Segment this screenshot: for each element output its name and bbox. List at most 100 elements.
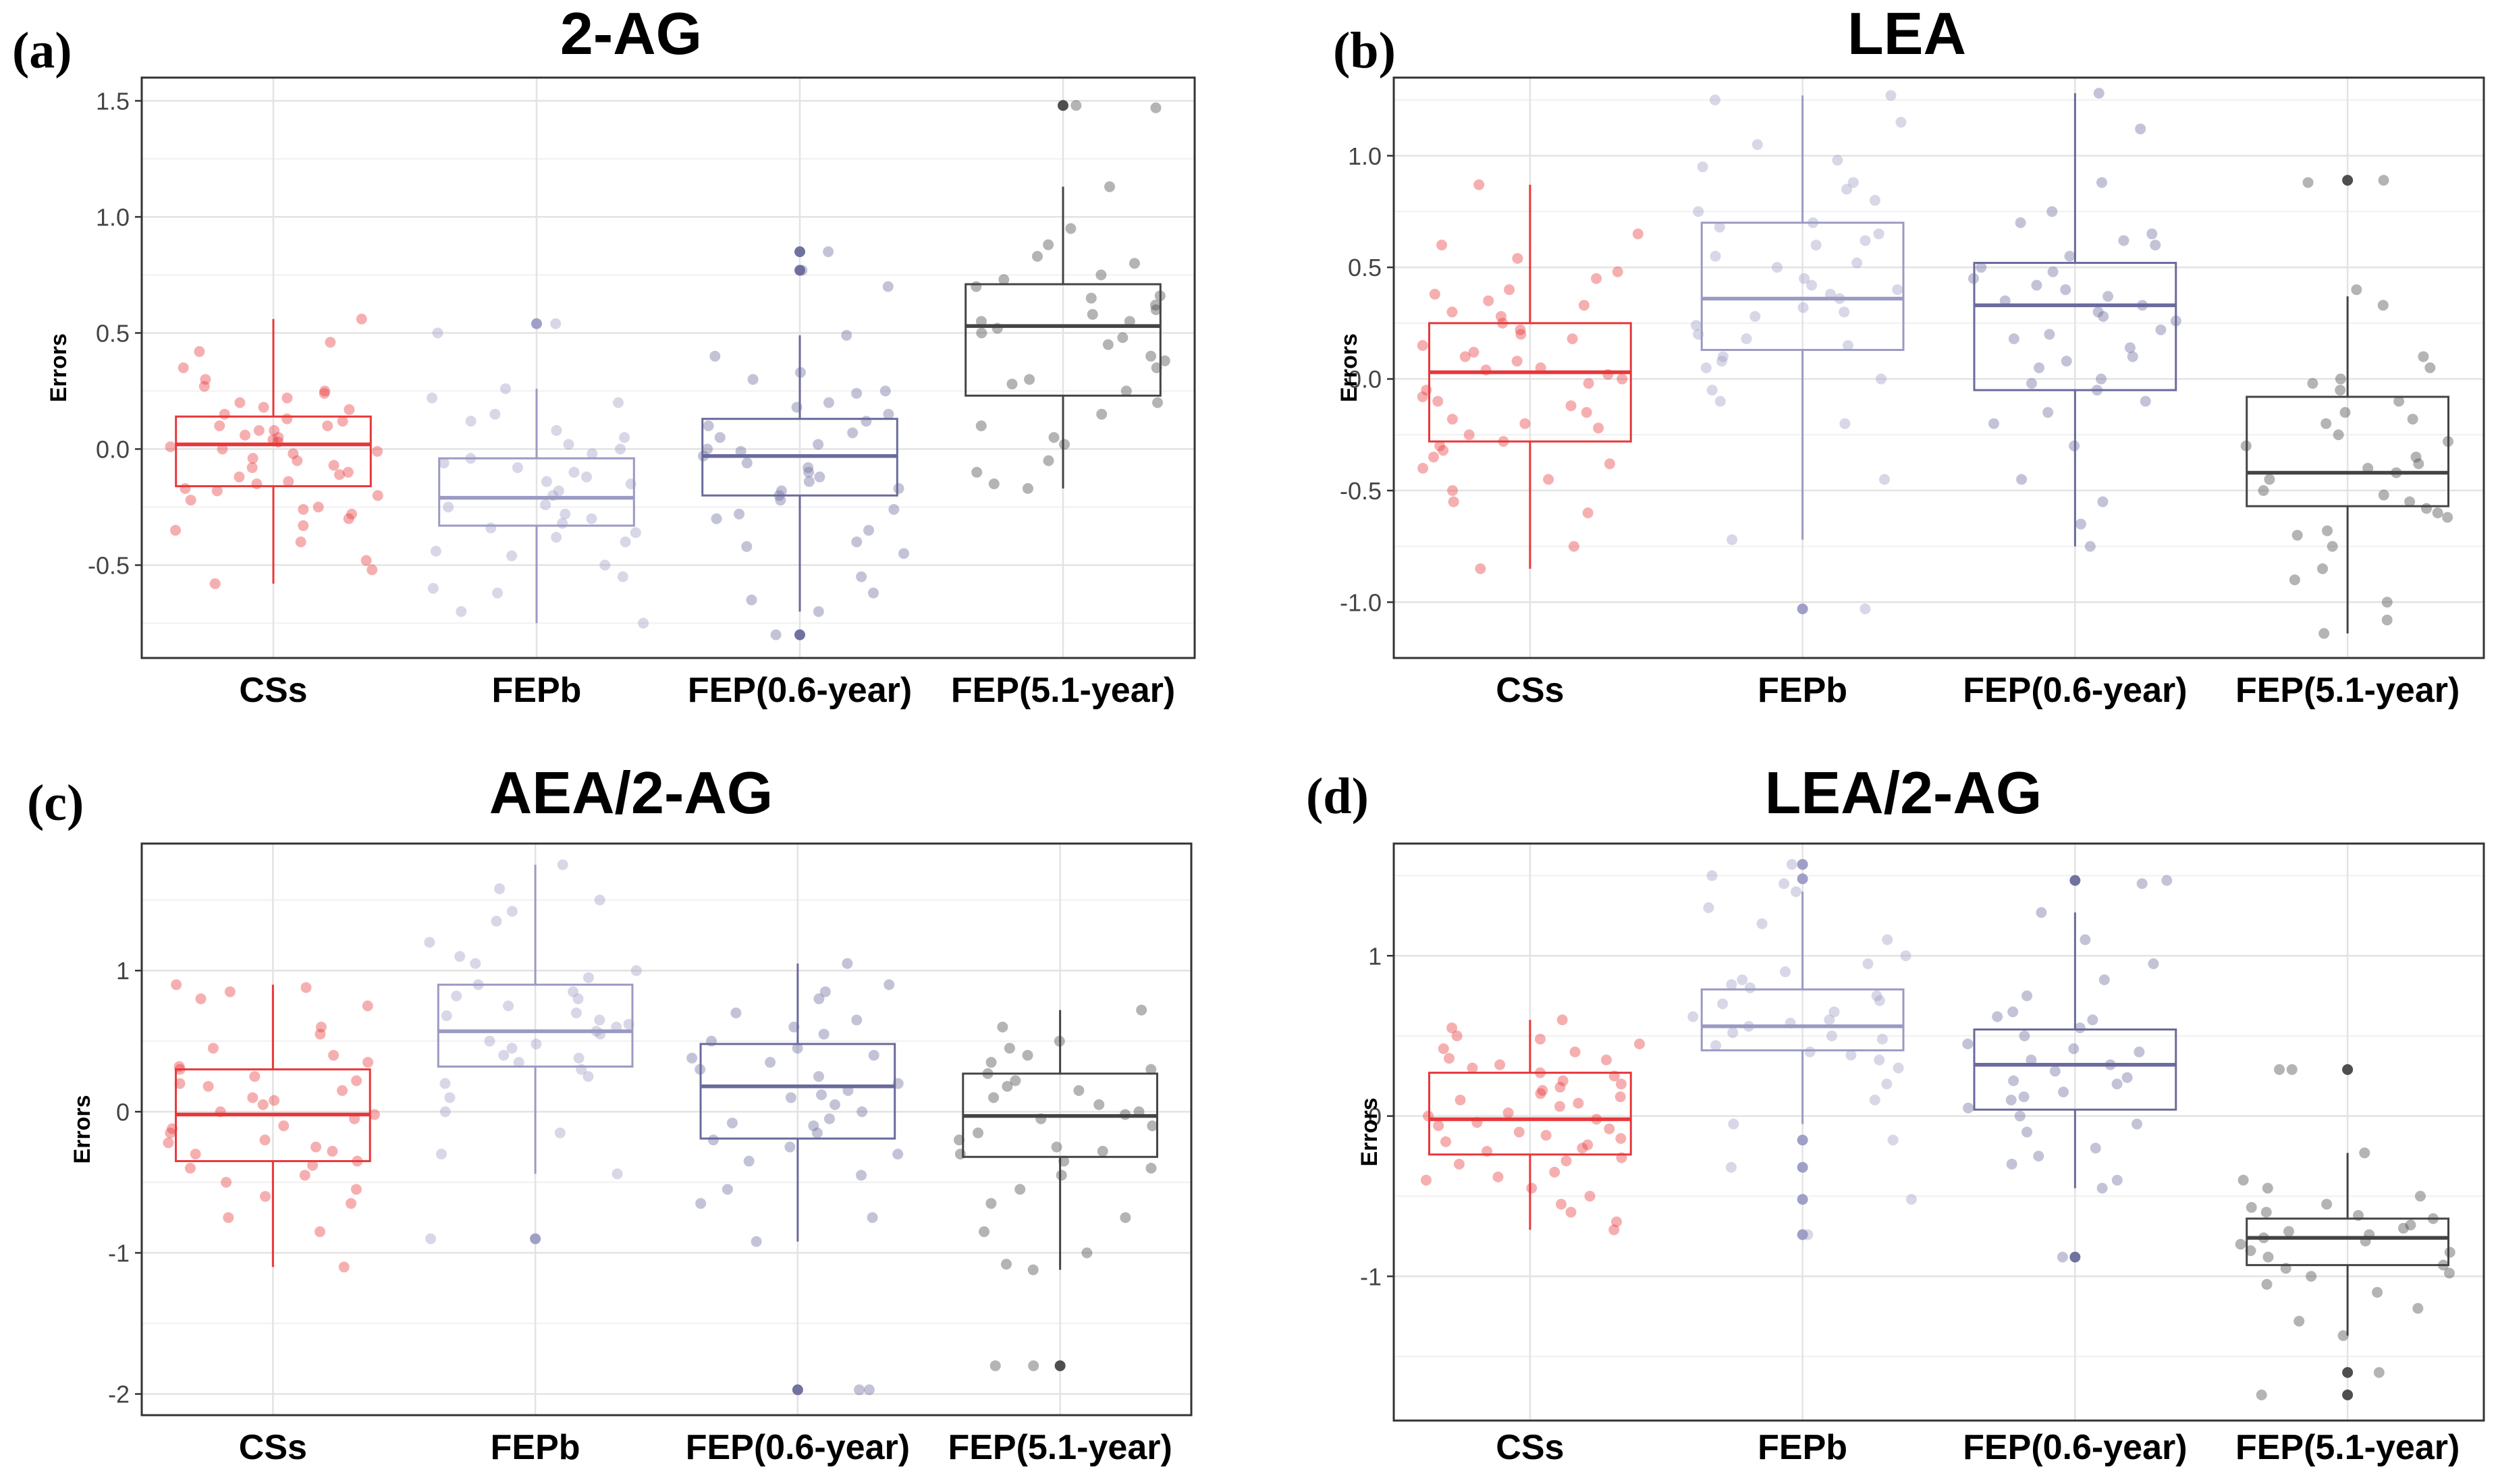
panel-b: -1.0 -0.5 0.0 0.5 1.0 CSs FEPb FEP(0.6-year) FEP… [1333,0,2485,710]
data-point [2262,1251,2274,1263]
data-point [714,432,726,443]
data-point [2090,1143,2101,1154]
data-point [1031,250,1043,262]
data-point [2245,1245,2256,1257]
data-point [1438,1043,1449,1054]
data-point [198,381,210,392]
category-label: FEP(0.6-year) [688,671,912,710]
data-point [2127,351,2138,362]
data-point [1081,1247,1093,1259]
data-point [1874,1054,1885,1066]
data-point [2405,1219,2416,1231]
data-point [617,571,628,582]
data-point [299,1170,310,1181]
data-point [541,476,552,487]
data-point [491,916,502,927]
data-point [1632,228,1644,240]
data-point [295,537,306,547]
data-point [1687,1011,1699,1022]
data-point [1876,373,1887,385]
data-point [209,578,221,589]
data-point [1714,395,1726,407]
y-axis-title: Errors [70,1095,95,1163]
data-point [1000,1259,1012,1270]
data-point [2442,512,2453,523]
plot-background [1394,78,2484,658]
data-point [217,443,228,455]
y-tick-label: 1.0 [1348,142,1382,170]
data-point [985,1057,997,1068]
data-point [1149,300,1161,311]
data-point [342,466,354,478]
data-point [1006,379,1018,390]
y-tick-label: -1 [108,1239,130,1267]
data-point [1429,288,1440,300]
data-point [1569,1046,1581,1057]
data-point [1568,541,1579,552]
data-point [2237,1174,2249,1186]
data-point [259,1134,271,1146]
data-point [1616,1152,1627,1163]
data-point [2391,467,2402,478]
data-point [2135,123,2146,135]
data-point [747,374,759,385]
data-point [2372,1287,2383,1298]
data-point [1824,288,1836,300]
iqr-box [2246,395,2450,507]
data-point [1976,262,1987,273]
data-point [819,986,831,997]
data-point [258,402,269,413]
outlier-point [2342,1367,2354,1378]
data-point [988,1092,1000,1103]
data-point [1786,858,1797,870]
outlier-point [2342,175,2354,186]
data-point [1554,1082,1566,1093]
data-point [1022,483,1033,494]
data-point [808,1120,819,1132]
data-point [1483,295,1494,306]
data-point [784,1141,796,1153]
data-point [2132,1118,2143,1130]
data-point [1129,258,1140,269]
outlier-point [1797,1161,1808,1173]
data-point [171,979,182,991]
data-point [465,416,477,427]
data-point [1150,102,1162,113]
data-point [1024,374,1035,385]
data-point [851,387,863,399]
data-point [1471,1117,1483,1128]
data-point [975,316,987,327]
data-point [1573,1097,1584,1109]
data-point [570,1007,582,1018]
category-label: FEP(0.6-year) [1963,671,2187,710]
data-point [470,958,481,969]
data-point [484,1035,495,1047]
outlier-point [1797,1229,1808,1240]
data-point [2058,1087,2069,1098]
data-point [451,990,462,1001]
data-point [1693,206,1704,217]
data-point [2240,440,2252,451]
data-point [2061,356,2072,367]
data-point [706,1035,717,1047]
y-tick-label: -1 [1360,1263,1382,1290]
data-point [2026,1054,2037,1066]
data-point [269,424,280,436]
data-point [2150,240,2161,251]
data-point [2121,1072,2133,1083]
data-point [372,445,383,457]
data-point [1862,958,1874,970]
data-point [1002,1080,1013,1092]
data-point [2353,1210,2364,1221]
data-point [190,1149,201,1160]
data-point [1706,385,1718,396]
data-point [1515,324,1526,335]
outlier-point [2069,1251,2081,1263]
iqr-box [1973,1028,2177,1111]
data-point [1697,161,1708,173]
data-point [867,1212,878,1224]
data-point [625,478,636,489]
data-point [360,555,372,566]
data-point [178,362,189,373]
iqr-box [965,283,1162,397]
